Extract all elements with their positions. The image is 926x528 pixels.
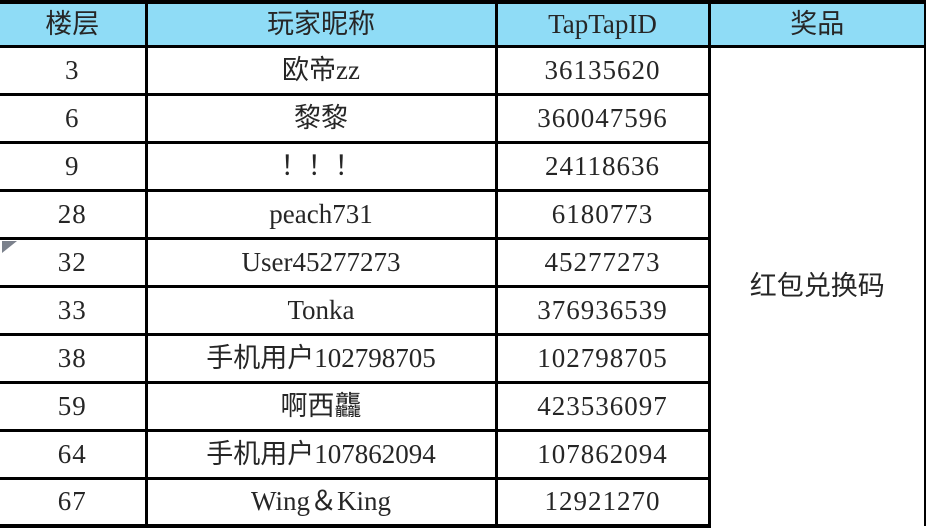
- floor-cell: 33: [0, 284, 148, 336]
- nickname-cell: User45277273: [144, 236, 498, 288]
- taptap-id-cell: 24118636: [494, 140, 711, 192]
- table-row: 59 啊西龘 423536097: [0, 380, 926, 432]
- table-row: 33 Tonka 376936539: [0, 284, 926, 336]
- floor-cell: 3: [0, 44, 148, 96]
- table-row: 28 peach731 6180773: [0, 188, 926, 240]
- header-floor: 楼层: [0, 0, 148, 48]
- taptap-id-cell: 36135620: [494, 44, 711, 96]
- nickname-cell: peach731: [144, 188, 498, 240]
- table-row: 3 欧帝zz 36135620 红包兑换码: [0, 44, 926, 526]
- table-row: 67 Wing＆King 12921270: [0, 476, 926, 528]
- header-taptap-id: TapTapID: [494, 0, 711, 48]
- taptap-id-cell: 360047596: [494, 92, 711, 144]
- floor-cell: 32: [0, 236, 148, 288]
- taptap-id-cell: 107862094: [494, 428, 711, 480]
- nickname-cell: ！！！: [144, 140, 498, 192]
- taptap-id-cell: 102798705: [494, 332, 711, 384]
- taptap-id-cell: 45277273: [494, 236, 711, 288]
- taptap-id-cell: 376936539: [494, 284, 711, 336]
- nickname-cell: 手机用户102798705: [144, 332, 498, 384]
- taptap-id-cell: 6180773: [494, 188, 711, 240]
- header-row: 楼层 玩家昵称 TapTapID 奖品: [0, 0, 926, 48]
- table-row: 32 User45277273 45277273: [0, 236, 926, 288]
- floor-cell: 67: [0, 476, 148, 528]
- taptap-id-cell: 423536097: [494, 380, 711, 432]
- table-row: 9 ！！！ 24118636: [0, 140, 926, 192]
- floor-cell: 38: [0, 332, 148, 384]
- nickname-cell: Wing＆King: [144, 476, 498, 528]
- floor-cell: 28: [0, 188, 148, 240]
- taptap-id-cell: 12921270: [494, 476, 711, 528]
- prize-merged-cell: 红包兑换码: [707, 44, 926, 526]
- nickname-cell: 欧帝zz: [144, 44, 498, 96]
- floor-cell: 6: [0, 92, 148, 144]
- nickname-cell: 黎黎: [144, 92, 498, 144]
- floor-cell: 9: [0, 140, 148, 192]
- header-prize: 奖品: [707, 0, 926, 48]
- nickname-cell: 啊西龘: [144, 380, 498, 432]
- table-row: 6 黎黎 360047596: [0, 92, 926, 144]
- floor-cell: 64: [0, 428, 148, 480]
- nickname-cell: Tonka: [144, 284, 498, 336]
- header-nickname: 玩家昵称: [144, 0, 498, 48]
- floor-cell: 59: [0, 380, 148, 432]
- nickname-cell: 手机用户107862094: [144, 428, 498, 480]
- table-row: 64 手机用户107862094 107862094: [0, 428, 926, 480]
- table-row: 38 手机用户102798705 102798705: [0, 332, 926, 384]
